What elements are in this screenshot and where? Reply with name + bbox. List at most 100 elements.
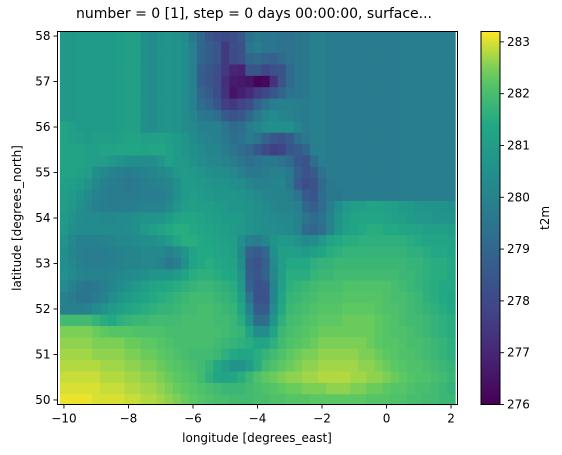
heatmap-cell — [358, 371, 367, 384]
heatmap-cell — [59, 303, 69, 316]
heatmap-cell — [76, 166, 85, 179]
heatmap-cell — [172, 223, 182, 236]
heatmap-cell — [261, 394, 271, 406]
heatmap-cell — [148, 257, 158, 270]
heatmap-cell — [438, 144, 448, 157]
heatmap-cell — [180, 382, 190, 395]
heatmap-cell — [398, 98, 408, 111]
heatmap-cell — [382, 53, 392, 66]
heatmap-cell — [334, 246, 343, 259]
heatmap-cell — [213, 382, 222, 395]
heatmap-cell — [285, 257, 295, 270]
heatmap-cell — [197, 326, 206, 338]
heatmap-cell — [100, 144, 109, 157]
heatmap-cell — [374, 337, 384, 350]
heatmap-cell — [221, 235, 230, 248]
heatmap-cell — [92, 314, 101, 327]
heatmap-cell — [374, 348, 384, 361]
heatmap-cell — [205, 314, 214, 327]
heatmap-cell — [398, 155, 408, 168]
x-tick-label: −2 — [313, 412, 331, 426]
heatmap-cell — [237, 269, 246, 282]
heatmap-cell — [116, 326, 126, 338]
heatmap-cell — [422, 155, 432, 168]
heatmap-cell — [164, 132, 174, 145]
heatmap-cell — [67, 41, 77, 54]
heatmap-cell — [253, 212, 263, 225]
heatmap-cell — [148, 246, 158, 259]
heatmap-cell — [67, 200, 77, 213]
heatmap-cell — [156, 269, 166, 282]
heatmap-cell — [334, 200, 343, 213]
heatmap-cell — [59, 166, 69, 179]
heatmap-cell — [245, 31, 255, 43]
heatmap-cell — [253, 280, 263, 293]
heatmap-cell — [229, 75, 238, 88]
heatmap-cell — [406, 189, 416, 202]
heatmap-cell — [84, 394, 93, 406]
heatmap-cell — [334, 291, 343, 304]
heatmap-cell — [100, 98, 109, 111]
heatmap-cell — [301, 348, 311, 361]
heatmap-cell — [213, 98, 222, 111]
heatmap-cell — [390, 53, 400, 66]
heatmap-cell — [84, 371, 93, 384]
heatmap-cell — [398, 87, 408, 100]
heatmap-cell — [156, 382, 166, 395]
heatmap-cell — [100, 246, 109, 259]
heatmap-cell — [334, 87, 343, 100]
heatmap-cell — [422, 269, 432, 282]
heatmap-cell — [100, 348, 109, 361]
heatmap-cell — [253, 121, 263, 134]
heatmap-cell — [92, 109, 101, 122]
heatmap-cell — [132, 64, 142, 77]
colorbar-tick-label: 282 — [507, 87, 530, 101]
heatmap-cell — [285, 303, 295, 316]
heatmap-cell — [205, 178, 214, 191]
heatmap-cell — [374, 121, 384, 134]
heatmap-cell — [164, 280, 174, 293]
heatmap-cell — [188, 98, 198, 111]
heatmap-cell — [92, 41, 101, 54]
heatmap-cell — [245, 87, 255, 100]
heatmap-cell — [430, 223, 440, 236]
heatmap-cell — [148, 166, 158, 179]
heatmap-cell — [277, 337, 287, 350]
heatmap-cell — [205, 121, 214, 134]
heatmap-cell — [156, 348, 166, 361]
heatmap-cell — [116, 291, 126, 304]
heatmap-cell — [253, 200, 263, 213]
heatmap-cell — [350, 109, 359, 122]
heatmap-cell — [301, 257, 311, 270]
heatmap-cell — [180, 87, 190, 100]
heatmap-cell — [140, 64, 150, 77]
heatmap-cell — [350, 246, 359, 259]
heatmap-cell — [188, 280, 198, 293]
heatmap-cell — [366, 41, 376, 54]
heatmap-cell — [140, 326, 150, 338]
heatmap-cell — [205, 53, 214, 66]
heatmap-cell — [309, 326, 319, 338]
heatmap-cell — [277, 314, 287, 327]
heatmap-cell — [100, 166, 109, 179]
heatmap-cell — [350, 348, 359, 361]
heatmap-cell — [116, 235, 126, 248]
heatmap-cell — [301, 75, 311, 88]
heatmap-cell — [261, 132, 271, 145]
heatmap-cell — [253, 144, 263, 157]
heatmap-cell — [180, 314, 190, 327]
heatmap-cell — [67, 64, 77, 77]
heatmap-cell — [334, 75, 343, 88]
heatmap-cell — [164, 87, 174, 100]
heatmap-cell — [245, 212, 255, 225]
heatmap-cell — [197, 166, 206, 179]
heatmap-cell — [59, 314, 69, 327]
heatmap-cell — [188, 394, 198, 406]
heatmap-cell — [317, 246, 327, 259]
heatmap-cell — [422, 246, 432, 259]
heatmap-cell — [422, 98, 432, 111]
heatmap-cell — [156, 87, 166, 100]
heatmap-cell — [317, 31, 327, 43]
heatmap-cell — [237, 166, 246, 179]
heatmap-cell — [358, 121, 367, 134]
